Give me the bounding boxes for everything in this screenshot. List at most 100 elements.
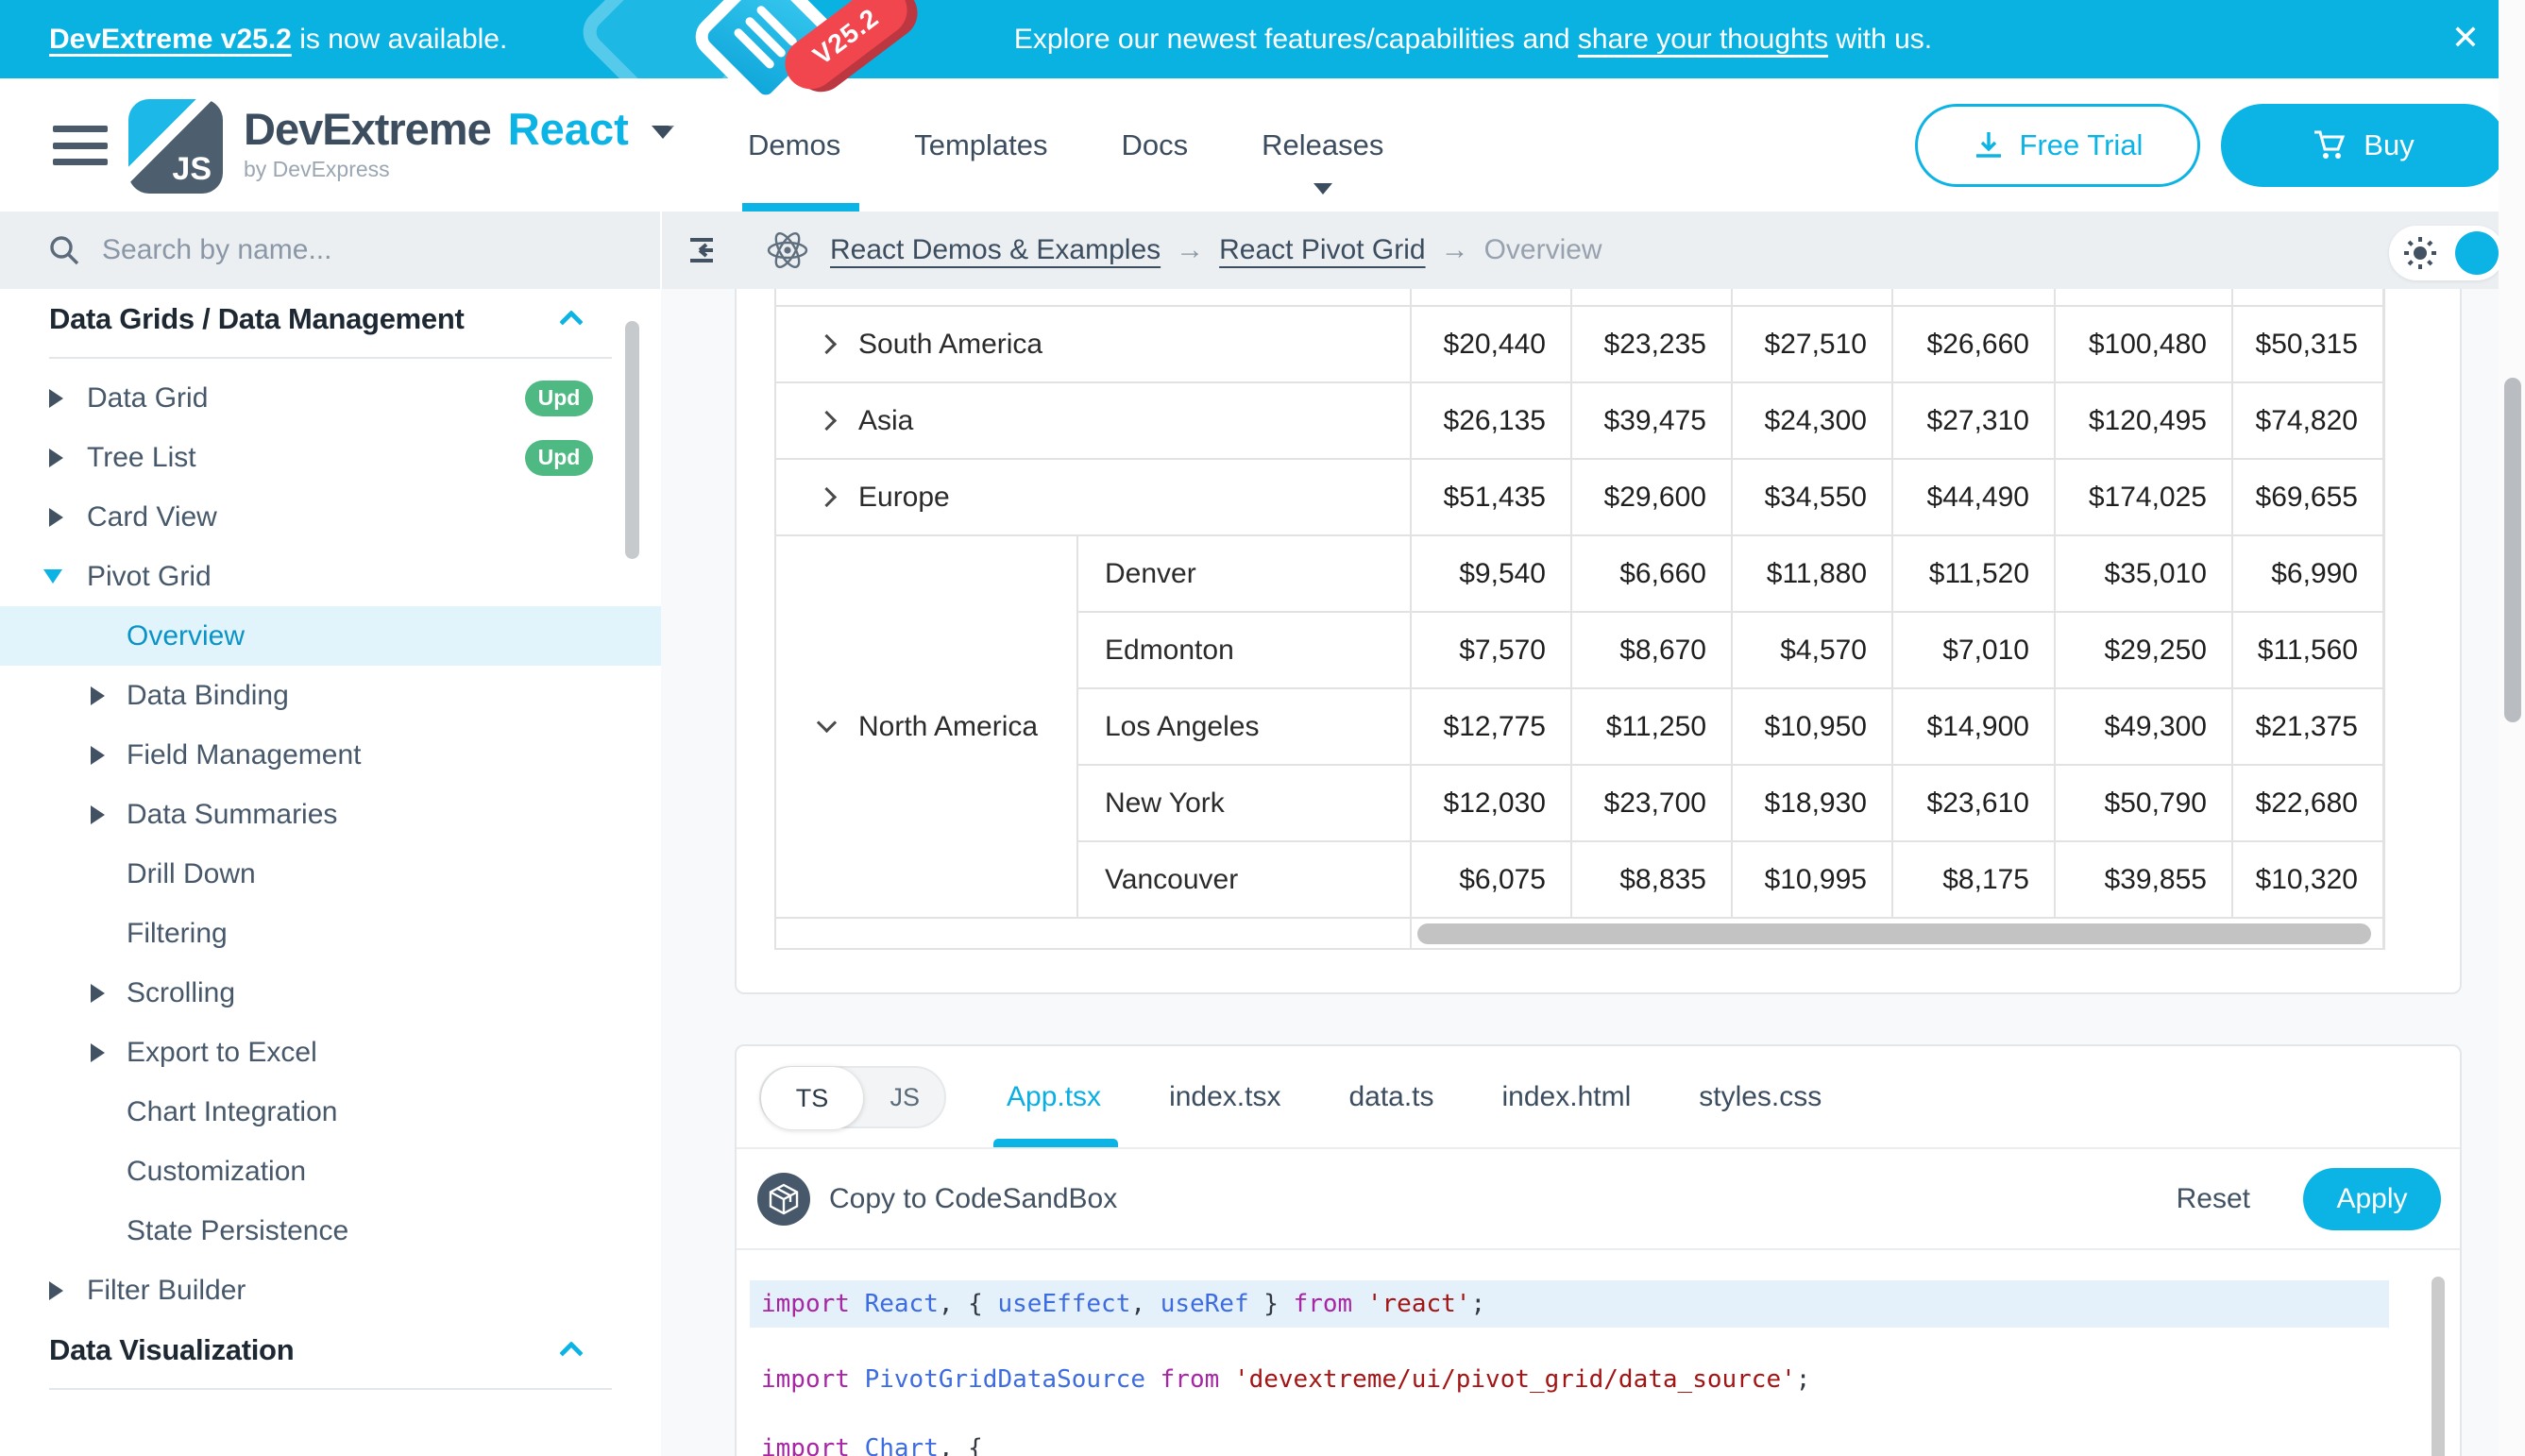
sidebar-item-data-grid[interactable]: Data Grid Upd [0,368,661,428]
language-toggle[interactable]: TS JS [759,1066,946,1129]
pivot-value-cell[interactable]: $21,375 [2232,687,2384,766]
sidebar-item-data-summaries[interactable]: Data Summaries [0,785,661,844]
caret-right-icon[interactable] [91,686,105,705]
pivot-value-cell[interactable]: $49,300 [2055,687,2233,766]
share-your-thoughts-link[interactable]: share your thoughts [1577,23,1829,55]
pivot-value-cell[interactable]: $10,320 [2232,840,2384,919]
pivot-city-cell[interactable]: Los Angeles [1077,687,1412,766]
pivot-region-cell[interactable]: South America [776,305,1412,383]
expand-chevron-icon[interactable] [816,486,838,507]
pivot-value-cell[interactable]: $8,670 [1571,611,1733,689]
pivot-value-cell[interactable]: $20,440 [1411,305,1572,383]
sidebar-item-tree-list[interactable]: Tree List Upd [0,428,661,487]
pivot-value-cell[interactable]: $9,540 [1411,534,1572,613]
sidebar-item-state-persistence[interactable]: State Persistence [0,1201,661,1261]
pivot-value-cell[interactable]: $50,315 [2232,305,2384,383]
caret-right-icon[interactable] [91,983,105,1003]
sidebar-scrollbar[interactable] [625,321,639,559]
sidebar-item-overview[interactable]: Overview [0,606,661,666]
sidebar-item-drill-down[interactable]: Drill Down [0,844,661,904]
pivot-value-cell[interactable]: $23,610 [1892,764,2056,842]
caret-down-icon[interactable] [43,569,62,584]
file-tab-index-html[interactable]: index.html [1501,1080,1632,1112]
pivot-value-cell[interactable]: $69,655 [2232,458,2384,536]
breadcrumb-item[interactable]: React Demos & Examples [830,234,1161,265]
sidebar-item-scrolling[interactable]: Scrolling [0,963,661,1023]
pivot-value-cell[interactable]: $29,600 [1571,458,1733,536]
file-tab-index-tsx[interactable]: index.tsx [1169,1080,1281,1112]
pivot-value-cell[interactable]: $11,560 [2232,611,2384,689]
expand-chevron-icon[interactable] [816,333,838,354]
devextreme-js-logo[interactable]: JS [128,99,223,194]
sidebar-section-header[interactable]: Data Visualization [0,1320,661,1380]
pivot-value-cell[interactable]: $24,300 [1732,381,1893,460]
pivot-value-cell[interactable]: $29,250 [2055,611,2233,689]
theme-toggle-knob[interactable] [2455,231,2499,275]
buy-button[interactable]: Buy [2221,104,2506,187]
pivot-value-cell[interactable]: $23,235 [1571,305,1733,383]
sidebar-section-header[interactable]: Data Grids / Data Management [0,289,661,349]
caret-right-icon[interactable] [49,448,63,467]
pivot-value-cell[interactable]: $74,820 [2232,381,2384,460]
pivot-value-cell[interactable]: $7,570 [1411,611,1572,689]
pivot-value-cell[interactable]: $23,700 [1571,764,1733,842]
sidebar-item-customization[interactable]: Customization [0,1142,661,1201]
codesandbox-icon[interactable] [757,1172,810,1226]
collapse-panel-icon[interactable] [679,229,722,272]
pivot-value-cell[interactable]: $174,025 [2055,458,2233,536]
code-editor-scrollbar[interactable] [2432,1277,2445,1456]
sidebar-item-pivot-grid[interactable]: Pivot Grid [0,547,661,606]
sidebar-item-export-to-excel[interactable]: Export to Excel [0,1023,661,1082]
apply-button[interactable]: Apply [2303,1167,2441,1230]
pivot-value-cell[interactable]: $6,075 [1411,840,1572,919]
file-tab-app-tsx[interactable]: App.tsx [1007,1080,1102,1112]
caret-right-icon[interactable] [49,388,63,408]
theme-toggle[interactable] [2389,226,2504,280]
caret-right-icon[interactable] [91,804,105,824]
pivot-value-cell[interactable]: $10,995 [1732,840,1893,919]
pivot-value-cell[interactable]: $6,990 [2232,534,2384,613]
page-scrollbar-thumb[interactable] [2504,378,2521,722]
caret-right-icon[interactable] [49,1280,63,1300]
pivot-city-cell[interactable]: Edmonton [1077,611,1412,689]
chevron-up-icon[interactable] [559,310,584,334]
code-editor[interactable]: import React, { useEffect, useRef } from… [737,1250,2460,1456]
pivot-value-cell[interactable]: $51,435 [1411,458,1572,536]
language-toggle-js[interactable]: JS [890,1083,920,1111]
sidebar-item-field-management[interactable]: Field Management [0,725,661,785]
pivot-value-cell[interactable]: $50,790 [2055,764,2233,842]
sidebar-item-card-view[interactable]: Card View [0,487,661,547]
breadcrumb-item[interactable]: React Pivot Grid [1219,234,1426,265]
pivot-value-cell[interactable]: $8,835 [1571,840,1733,919]
pivot-value-cell[interactable]: $18,930 [1732,764,1893,842]
caret-right-icon[interactable] [91,1042,105,1062]
file-tab-data-ts[interactable]: data.ts [1348,1080,1434,1112]
copy-to-codesandbox-link[interactable]: Copy to CodeSandBox [829,1182,1118,1214]
caret-right-icon[interactable] [49,507,63,527]
sidebar-item-filtering[interactable]: Filtering [0,904,661,963]
pivot-value-cell[interactable]: $120,495 [2055,381,2233,460]
hamburger-menu-icon[interactable] [53,126,108,165]
pivot-value-cell[interactable]: $39,475 [1571,381,1733,460]
pivot-value-cell[interactable]: $11,250 [1571,687,1733,766]
reset-button[interactable]: Reset [2176,1182,2250,1214]
pivot-value-cell[interactable]: $12,775 [1411,687,1572,766]
pivot-region-cell-expanded[interactable]: North America [776,534,1078,919]
pivot-value-cell[interactable]: $44,490 [1892,458,2056,536]
pivot-region-cell[interactable]: Asia [776,381,1412,460]
pivot-value-cell[interactable]: $100,480 [2055,305,2233,383]
sidebar-item-data-binding[interactable]: Data Binding [0,666,661,725]
pivot-hscrollbar-track[interactable] [1411,917,2384,948]
pivot-city-cell[interactable]: New York [1077,764,1412,842]
pivot-value-cell[interactable]: $11,520 [1892,534,2056,613]
nav-item-releases[interactable]: Releases [1260,128,1385,195]
caret-right-icon[interactable] [91,745,105,765]
pivot-value-cell[interactable]: $34,550 [1732,458,1893,536]
banner-close-icon[interactable]: ✕ [2450,18,2480,57]
collapse-chevron-icon[interactable] [816,712,838,733]
banner-version-link[interactable]: DevExtreme v25.2 [49,23,292,55]
nav-item-demos[interactable]: Demos [748,127,841,161]
pivot-value-cell[interactable]: $39,855 [2055,840,2233,919]
pivot-value-cell[interactable]: $27,510 [1732,305,1893,383]
language-toggle-knob[interactable]: TS [761,1067,863,1129]
